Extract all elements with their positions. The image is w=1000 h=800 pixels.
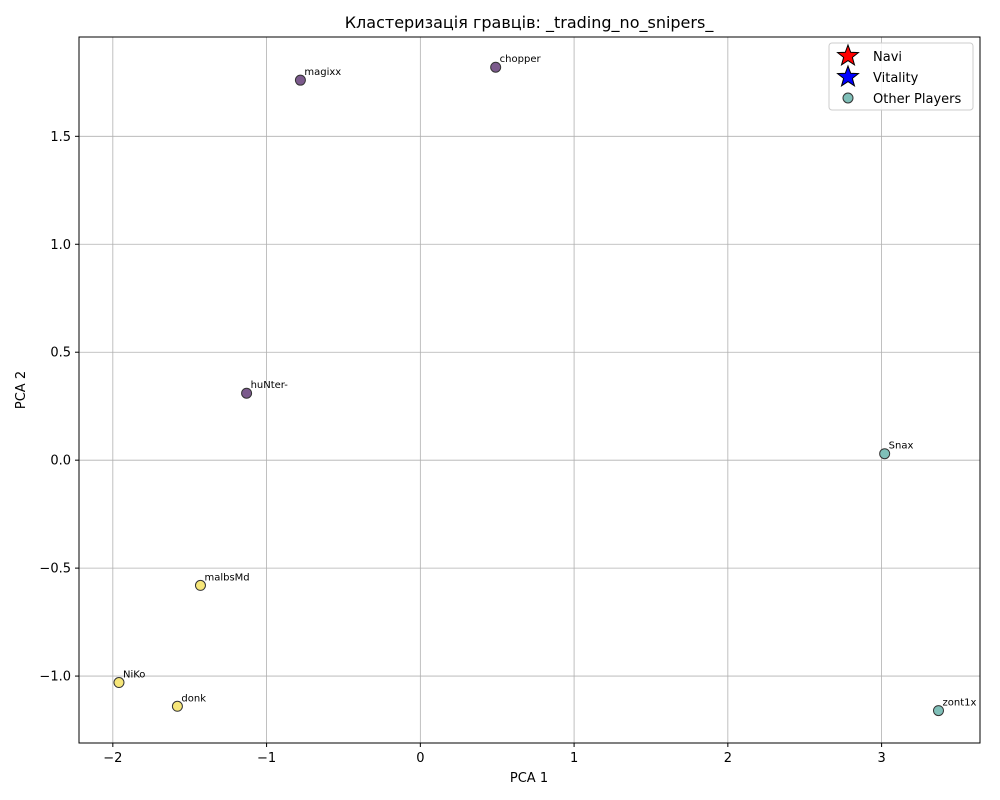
y-tick-label: −1.0 bbox=[39, 670, 71, 685]
x-axis-label: PCA 1 bbox=[510, 771, 548, 786]
point-label: malbsMd bbox=[204, 572, 249, 583]
x-axis-ticks: −2 −1 0 1 2 3 bbox=[103, 743, 886, 766]
y-axis-label: PCA 2 bbox=[14, 371, 29, 409]
data-point bbox=[932, 705, 944, 717]
legend-star-icon bbox=[836, 64, 860, 88]
y-tick-label: 0.5 bbox=[50, 346, 71, 361]
point-label: huNter- bbox=[251, 380, 289, 391]
plot-frame bbox=[78, 36, 981, 744]
legend-circle-icon bbox=[842, 92, 854, 104]
data-point bbox=[113, 677, 125, 689]
x-tick-label: 3 bbox=[877, 751, 885, 766]
data-point bbox=[490, 61, 502, 73]
point-label: magixx bbox=[304, 67, 341, 78]
point-label: donk bbox=[181, 693, 206, 704]
x-tick-label: 1 bbox=[570, 751, 578, 766]
data-point bbox=[171, 700, 183, 712]
data-point bbox=[241, 387, 253, 399]
y-tick-label: 1.0 bbox=[50, 238, 71, 253]
point-label: Snax bbox=[889, 441, 914, 452]
y-tick-label: 1.5 bbox=[50, 130, 71, 145]
legend-label: Navi bbox=[873, 50, 902, 65]
legend-label: Other Players bbox=[873, 92, 961, 107]
point-label: NiKo bbox=[123, 670, 145, 681]
grid bbox=[79, 37, 980, 743]
point-label: chopper bbox=[500, 54, 542, 65]
data-point bbox=[194, 579, 206, 591]
x-tick-label: 2 bbox=[724, 751, 732, 766]
y-tick-label: −0.5 bbox=[39, 562, 71, 577]
legend-box bbox=[828, 42, 974, 111]
y-tick-label: 0.0 bbox=[50, 454, 71, 469]
data-point bbox=[294, 74, 306, 86]
legend-label: Vitality bbox=[873, 71, 919, 86]
x-tick-label: 0 bbox=[416, 751, 424, 766]
chart-title: Кластеризація гравців: _trading_no_snipe… bbox=[345, 13, 715, 33]
legend-star-icon bbox=[836, 43, 860, 67]
x-tick-label: −2 bbox=[103, 751, 122, 766]
data-points: magixx chopper huNter- Snax zont1x malbsMd NiK… bbox=[113, 54, 976, 717]
legend: Navi Vitality Other Players bbox=[828, 42, 974, 111]
data-point bbox=[879, 448, 891, 460]
y-axis-ticks: −1.0 −0.5 0.0 0.5 1.0 1.5 bbox=[39, 130, 79, 685]
point-label: zont1x bbox=[942, 698, 976, 709]
x-tick-label: −1 bbox=[257, 751, 276, 766]
